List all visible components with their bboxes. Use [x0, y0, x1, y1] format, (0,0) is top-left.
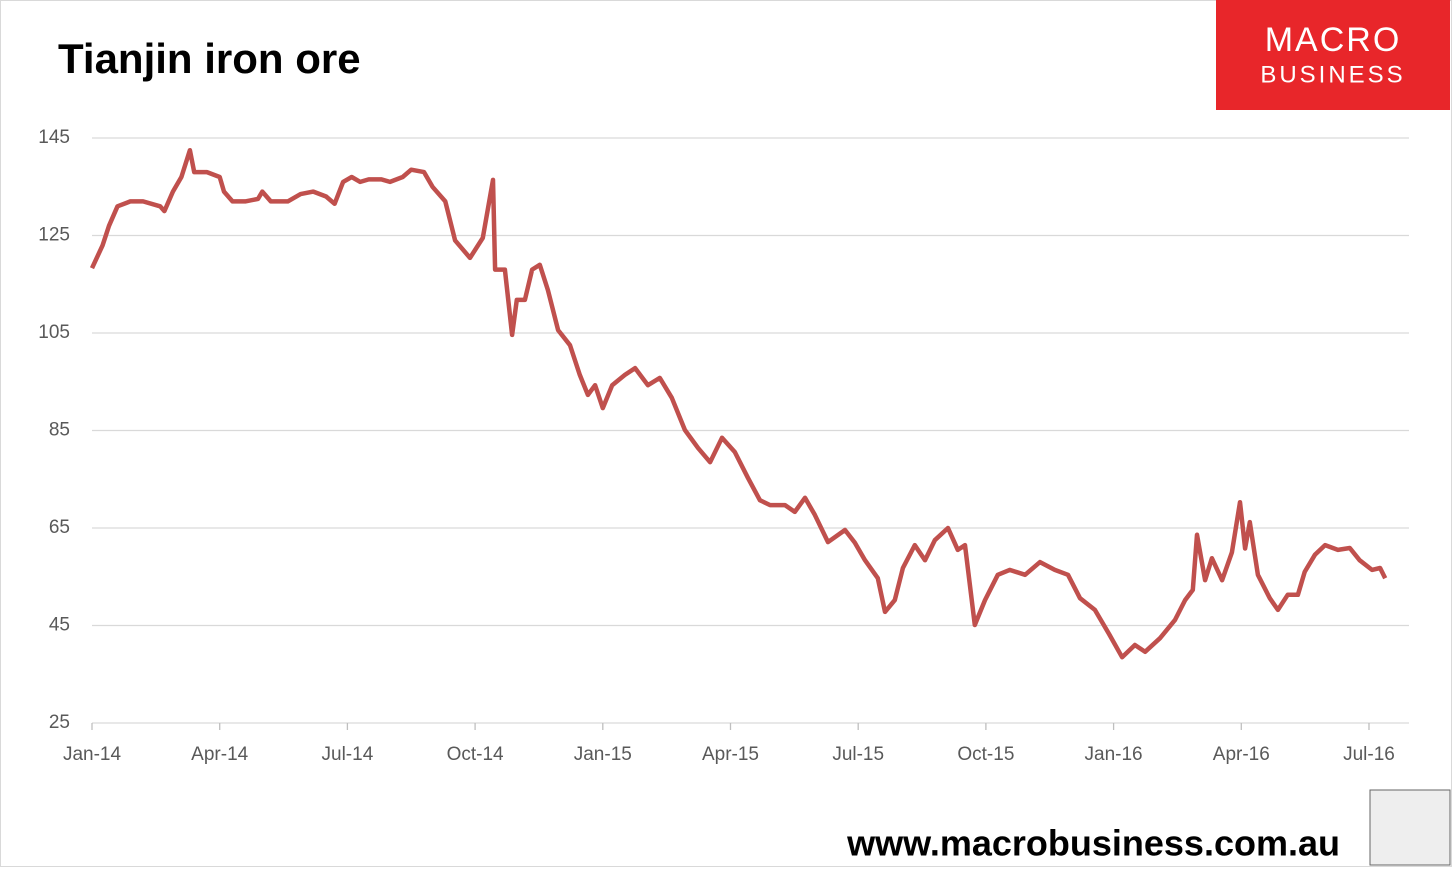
y-tick-label: 25	[49, 712, 70, 733]
x-tick-label: Apr-14	[191, 744, 248, 765]
x-tick-label: Jan-14	[63, 744, 122, 765]
y-tick-label: 125	[38, 225, 70, 246]
y-tick-label: 105	[38, 322, 70, 343]
x-tick-label: Apr-16	[1213, 744, 1270, 765]
y-tick-label: 65	[49, 517, 70, 538]
logo-text: MACRO	[1265, 21, 1402, 59]
x-tick-label: Jul-15	[832, 744, 884, 765]
x-tick-label: Oct-15	[957, 744, 1014, 765]
y-tick-label: 45	[49, 615, 70, 636]
logo-image	[1369, 789, 1451, 866]
x-tick-label: Jan-16	[1085, 744, 1143, 765]
x-tick-label: Apr-15	[702, 744, 759, 765]
x-tick-label: Jul-14	[322, 744, 374, 765]
logo-text: BUSINESS	[1260, 61, 1405, 88]
logo-box	[1216, 0, 1450, 110]
y-tick-label: 85	[49, 420, 70, 441]
x-tick-label: Oct-14	[447, 744, 504, 765]
chart-title: Tianjin iron ore	[58, 35, 361, 82]
y-tick-label: 145	[38, 127, 70, 148]
line-series	[89, 147, 1388, 660]
footer-url: www.macrobusiness.com.au	[846, 823, 1340, 864]
x-tick-label: Jan-15	[574, 744, 632, 765]
x-tick-label: Jul-16	[1343, 744, 1395, 765]
